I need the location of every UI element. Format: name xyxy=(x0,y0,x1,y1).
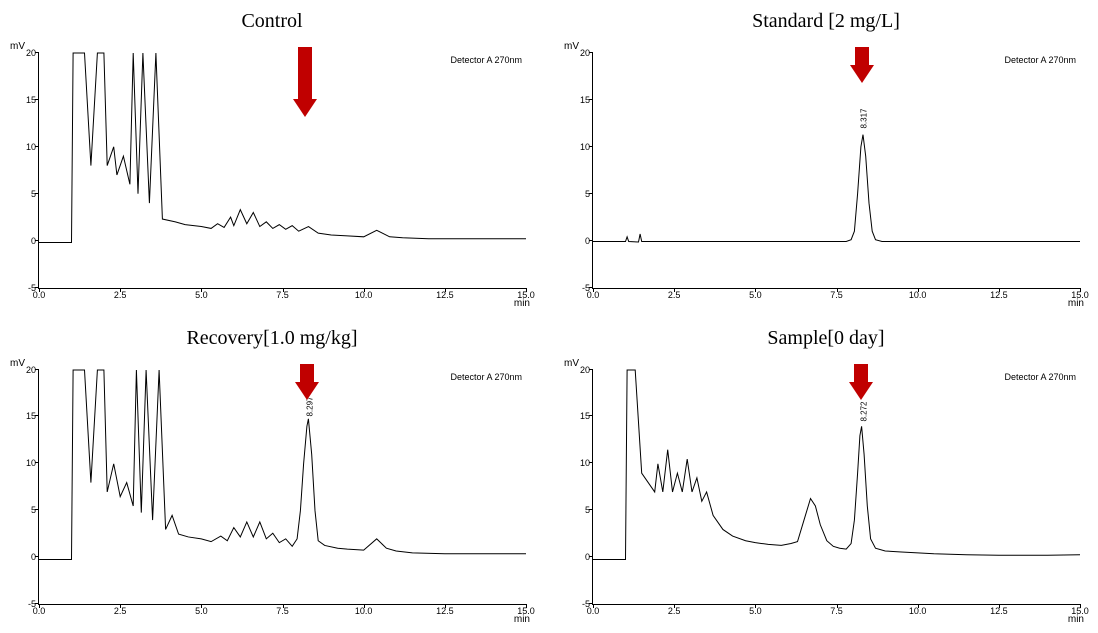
y-axis-unit: mV xyxy=(564,41,579,52)
y-tick-label: 20 xyxy=(26,365,36,375)
y-tick-label: 15 xyxy=(580,411,590,421)
chart-area: mV Detector A 270nm-5051015200.02.55.07.5… xyxy=(564,352,1088,624)
y-tick-label: 10 xyxy=(580,142,590,152)
indicator-arrow xyxy=(849,364,873,400)
peak-rt-label: 8.317 xyxy=(860,109,869,129)
y-tick-label: 20 xyxy=(26,48,36,58)
x-axis-unit: min xyxy=(1068,614,1084,625)
chromatogram-trace xyxy=(39,53,526,288)
panel-title: Sample[0 day] xyxy=(564,327,1088,350)
panel-title: Recovery[1.0 mg/kg] xyxy=(10,327,534,350)
plot-region: Detector A 270nm-5051015200.02.55.07.510… xyxy=(38,53,526,289)
chromatogram-grid: Control mV Detector A 270nm-5051015200.02.… xyxy=(10,10,1088,623)
x-axis-unit: min xyxy=(514,614,530,625)
panel-sample: Sample[0 day] mV Detector A 270nm-50510152… xyxy=(564,327,1088,624)
chromatogram-trace xyxy=(593,53,1080,288)
indicator-arrow xyxy=(293,47,317,117)
plot-region: Detector A 270nm-5051015200.02.55.07.510… xyxy=(592,53,1080,289)
y-tick-label: 0 xyxy=(31,552,36,562)
chart-area: mV Detector A 270nm-5051015200.02.55.07.5… xyxy=(10,352,534,624)
peak-rt-label: 8.297 xyxy=(306,397,315,417)
indicator-arrow xyxy=(850,47,874,83)
panel-recovery: Recovery[1.0 mg/kg] mV Detector A 270nm-50… xyxy=(10,327,534,624)
y-tick-label: 15 xyxy=(26,411,36,421)
y-tick-label: 10 xyxy=(26,458,36,468)
y-axis-unit: mV xyxy=(564,358,579,369)
y-tick-label: 5 xyxy=(31,505,36,515)
y-tick-label: 10 xyxy=(26,142,36,152)
y-tick-label: 0 xyxy=(585,552,590,562)
x-axis-unit: min xyxy=(1068,298,1084,309)
panel-title: Standard [2 mg/L] xyxy=(564,10,1088,33)
y-axis-unit: mV xyxy=(10,41,25,52)
y-tick-label: 20 xyxy=(580,365,590,375)
y-tick-label: 5 xyxy=(31,189,36,199)
chromatogram-trace xyxy=(39,370,526,605)
x-axis-unit: min xyxy=(514,298,530,309)
y-tick-label: 10 xyxy=(580,458,590,468)
indicator-arrow xyxy=(295,364,319,400)
peak-rt-label: 8.272 xyxy=(860,402,869,422)
panel-control: Control mV Detector A 270nm-5051015200.02.… xyxy=(10,10,534,307)
y-tick-label: 5 xyxy=(585,189,590,199)
panel-standard: Standard [2 mg/L] mV Detector A 270nm-5051… xyxy=(564,10,1088,307)
chart-area: mV Detector A 270nm-5051015200.02.55.07.5… xyxy=(564,35,1088,307)
y-tick-label: 0 xyxy=(585,236,590,246)
panel-title: Control xyxy=(10,10,534,33)
y-tick-label: 5 xyxy=(585,505,590,515)
chromatogram-trace xyxy=(593,370,1080,605)
plot-region: Detector A 270nm-5051015200.02.55.07.510… xyxy=(592,370,1080,606)
y-tick-label: 0 xyxy=(31,236,36,246)
y-tick-label: 20 xyxy=(580,48,590,58)
plot-region: Detector A 270nm-5051015200.02.55.07.510… xyxy=(38,370,526,606)
chart-area: mV Detector A 270nm-5051015200.02.55.07.5… xyxy=(10,35,534,307)
y-tick-label: 15 xyxy=(580,95,590,105)
y-tick-label: 15 xyxy=(26,95,36,105)
y-axis-unit: mV xyxy=(10,358,25,369)
